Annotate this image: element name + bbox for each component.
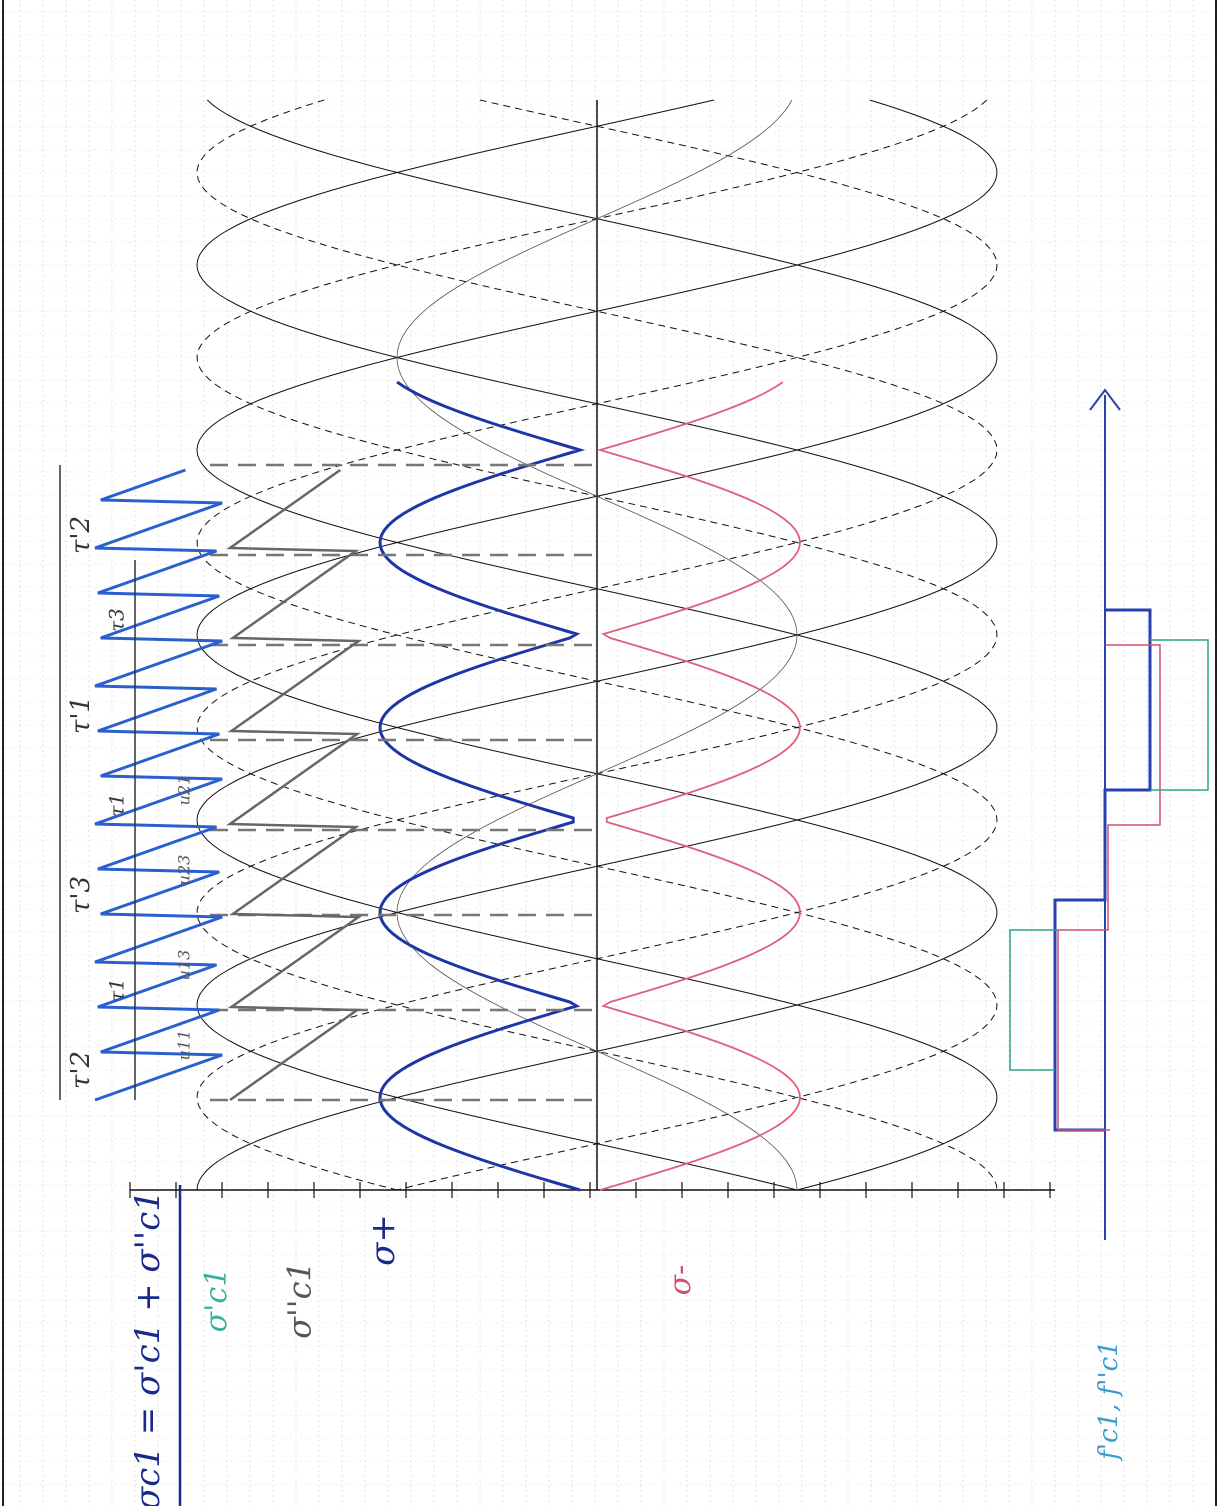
u-label: u21 xyxy=(175,775,194,806)
label-dprime: σ''c1 xyxy=(281,1261,319,1339)
u-label: u11 xyxy=(175,1030,194,1061)
sub-interval-label: τ3 xyxy=(105,608,129,632)
interval-label: τ'2 xyxy=(66,1051,96,1089)
label-prime: σ'c1 xyxy=(199,1268,234,1333)
interval-label: τ'1 xyxy=(66,696,96,734)
label-plus: σ+ xyxy=(363,1214,403,1266)
u-label: u23 xyxy=(175,855,194,886)
diagram: σc1 = σ'c1 + σ''c1 σ'c1 σ''c1 σ+ σ-f'c1, f''… xyxy=(0,0,1223,1506)
u-label: u13 xyxy=(175,950,194,981)
label-sum: σc1 = σ'c1 + σ''c1 xyxy=(128,1190,168,1506)
interval-label: τ'2 xyxy=(66,516,96,554)
label-minus: σ- xyxy=(663,1265,698,1296)
paper xyxy=(0,0,1223,1506)
interval-label: τ'3 xyxy=(66,876,96,914)
page: σc1 = σ'c1 + σ''c1 σ'c1 σ''c1 σ+ σ-f'c1, f''… xyxy=(0,0,1223,1506)
sub-interval-label: τ1 xyxy=(105,793,129,817)
sub-interval-label: τ1 xyxy=(105,978,129,1002)
label-f: f'c1, f''c1 xyxy=(1094,1340,1124,1461)
